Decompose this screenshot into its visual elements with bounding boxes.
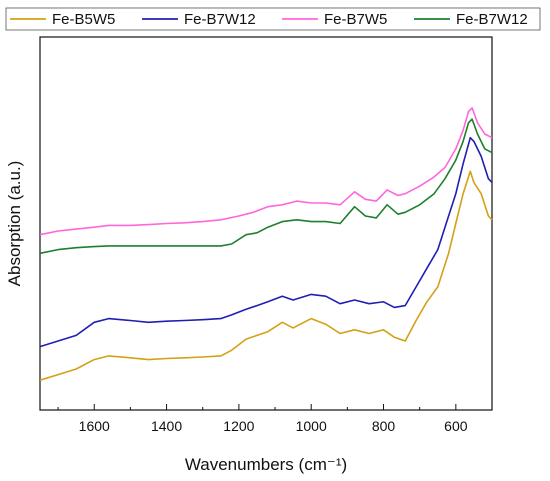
x-tick-label: 1000 (296, 418, 327, 434)
x-axis: 1600 1400 1200 1000 800 600 (57, 404, 493, 434)
legend: Fe-B5W5 Fe-B7W12 Fe-B7W5 Fe-B7W12 (5, 7, 541, 31)
series-line-fe-b7w12-1 (39, 136, 493, 348)
plot-frame (39, 36, 493, 411)
legend-label: Fe-B5W5 (52, 11, 115, 28)
series-line-fe-b5w5-0 (39, 170, 493, 381)
x-tick-label: 800 (372, 418, 396, 434)
series-line-fe-b7w5-2 (39, 107, 493, 236)
legend-label: Fe-B7W12 (184, 11, 256, 28)
x-tick-label: 1200 (223, 418, 254, 434)
legend-box (5, 7, 541, 31)
legend-label: Fe-B7W12 (456, 11, 528, 28)
x-tick-label: 600 (444, 418, 468, 434)
series-line-fe-b7w12-3 (39, 118, 493, 255)
legend-label: Fe-B7W5 (324, 11, 387, 28)
x-tick-label: 1600 (79, 418, 110, 434)
y-axis-title: Absorption (a.u.) (5, 161, 24, 287)
series-layer (39, 107, 493, 381)
x-tick-label: 1400 (151, 418, 182, 434)
x-axis-title: Wavenumbers (cm⁻¹) (185, 455, 347, 474)
